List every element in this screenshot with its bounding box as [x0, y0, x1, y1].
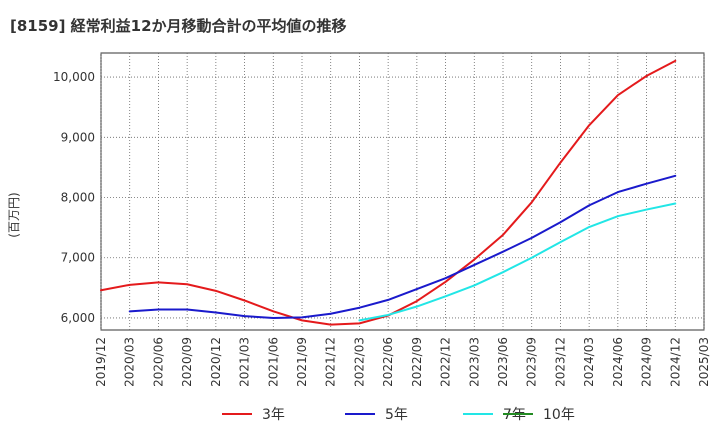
x-tick-label: 2020/06 — [151, 337, 165, 387]
x-tick-label: 2020/09 — [180, 337, 194, 387]
y-axis: 6,000 7,000 8,000 9,000 10,000 — [53, 70, 95, 325]
x-tick-label: 2019/12 — [94, 337, 108, 387]
y-tick-label: 10,000 — [53, 70, 95, 84]
legend-label-2: 5年 — [385, 407, 408, 423]
x-tick-label: 2020/12 — [209, 337, 223, 387]
legend-label-1: 3年 — [262, 407, 285, 423]
chart-title: [8159] 経常利益12か月移動合計の平均値の推移 — [10, 17, 347, 35]
x-tick-label: 2024/12 — [668, 337, 682, 387]
x-tick-label: 2022/03 — [352, 337, 366, 387]
legend-label-4: 10年 — [543, 407, 575, 423]
x-tick-label: 2024/03 — [582, 337, 596, 387]
x-tick-label: 2021/03 — [238, 337, 252, 387]
plot-area — [100, 52, 705, 331]
y-tick-label: 9,000 — [61, 130, 95, 144]
y-tick-label: 7,000 — [61, 251, 95, 265]
legend: 3年5年7年10年 — [222, 407, 575, 423]
x-tick-label: 2023/06 — [496, 337, 510, 387]
x-tick-label: 2022/09 — [410, 337, 424, 387]
series-line-3 — [358, 202, 677, 322]
x-tick-label: 2022/06 — [381, 337, 395, 387]
x-tick-label: 2023/03 — [467, 337, 481, 387]
x-tick-label: 2021/12 — [324, 337, 338, 387]
x-tick-label: 2025/03 — [697, 337, 711, 387]
x-axis: 2019/12 2020/03 2020/06 2020/09 2020/12 2021/… — [94, 337, 711, 387]
x-tick-label: 2023/12 — [553, 337, 567, 387]
x-tick-label: 2024/09 — [640, 337, 654, 387]
y-tick-label: 8,000 — [61, 191, 95, 205]
x-tick-label: 2024/06 — [611, 337, 625, 387]
y-tick-label: 6,000 — [61, 311, 95, 325]
series-line-2 — [128, 174, 677, 319]
x-tick-label: 2023/09 — [525, 337, 539, 387]
y-axis-label: (百万円) — [7, 192, 21, 237]
series-layer — [100, 59, 677, 326]
x-tick-label: 2021/06 — [266, 337, 280, 387]
x-tick-label: 2021/09 — [295, 337, 309, 387]
x-tick-label: 2022/12 — [439, 337, 453, 387]
x-tick-label: 2020/03 — [123, 337, 137, 387]
